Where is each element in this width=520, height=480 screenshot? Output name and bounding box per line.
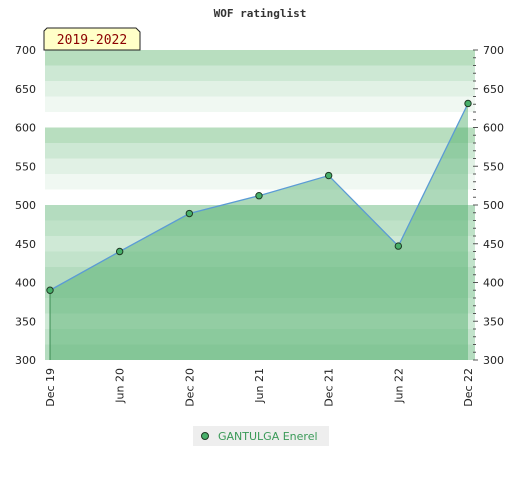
background-band <box>45 282 475 298</box>
background-band <box>45 65 475 81</box>
legend-marker-icon <box>201 432 209 440</box>
data-point <box>115 247 124 256</box>
background-band <box>45 158 475 174</box>
y-tick-label-left: 400 <box>15 277 36 290</box>
y-tick-label-right: 600 <box>483 122 504 135</box>
data-point <box>185 209 194 218</box>
chart-title: WOF ratinglist <box>214 7 307 20</box>
y-tick-label-left: 300 <box>15 354 36 367</box>
background-band <box>45 81 475 97</box>
background-band <box>45 251 475 267</box>
x-tick-label: Dec 21 <box>323 368 336 407</box>
y-tick-label-left: 500 <box>15 199 36 212</box>
y-axis-left: 300 350 400 450 500 550 600 650 700 <box>15 44 36 367</box>
y-tick-label-right: 400 <box>483 277 504 290</box>
background-band <box>45 143 475 159</box>
background-band <box>45 220 475 236</box>
data-point <box>394 242 403 250</box>
y-tick-label-left: 650 <box>15 83 36 96</box>
x-tick-label: Dec 22 <box>462 368 475 407</box>
period-badge: 2019-2022 <box>43 27 141 51</box>
data-point <box>46 286 54 294</box>
y-tick-label-right: 500 <box>483 199 504 212</box>
x-tick-label: Jun 22 <box>392 368 405 404</box>
background-band <box>45 96 475 112</box>
background-band <box>45 236 475 252</box>
x-tick-label: Jun 20 <box>114 368 127 404</box>
background-band <box>45 267 475 283</box>
background-band <box>45 298 475 314</box>
y-tick-label-left: 600 <box>15 122 36 135</box>
y-tick-label-right: 350 <box>483 315 504 328</box>
y-tick-label-left: 550 <box>15 160 36 173</box>
background-band <box>45 127 475 143</box>
background-bands <box>45 50 475 360</box>
series-area <box>50 103 468 360</box>
x-axis: Dec 19 Jun 20 Dec 20 Jun 21 Dec 21 Jun 22 Dec … <box>44 368 475 407</box>
x-tick-label: Jun 21 <box>253 368 266 404</box>
y-axis-right: 300 350 400 450 500 550 600 650 700 <box>473 44 504 367</box>
background-band <box>45 313 475 329</box>
y-tick-label-left: 700 <box>15 44 36 57</box>
y-tick-label-right: 550 <box>483 160 504 173</box>
data-point <box>324 171 333 180</box>
data-point <box>255 192 263 200</box>
x-tick-label: Dec 19 <box>44 368 57 407</box>
legend: GANTULGA Enerel <box>193 426 329 446</box>
period-label: 2019-2022 <box>57 33 127 48</box>
y-tick-label-left: 350 <box>15 315 36 328</box>
y-tick-label-right: 450 <box>483 238 504 251</box>
y-tick-label-left: 450 <box>15 238 36 251</box>
background-band <box>45 174 475 190</box>
background-band <box>45 112 475 128</box>
x-tick-label: Dec 20 <box>183 368 196 407</box>
background-band <box>45 50 475 66</box>
y-tick-label-right: 650 <box>483 83 504 96</box>
data-point <box>464 99 472 108</box>
y-tick-label-right: 300 <box>483 354 504 367</box>
background-band <box>45 205 475 221</box>
legend-series-name: GANTULGA Enerel <box>218 429 318 443</box>
data-points <box>46 99 472 294</box>
y-tick-label-right: 700 <box>483 44 504 57</box>
background-band <box>45 329 475 345</box>
background-band <box>45 344 475 360</box>
